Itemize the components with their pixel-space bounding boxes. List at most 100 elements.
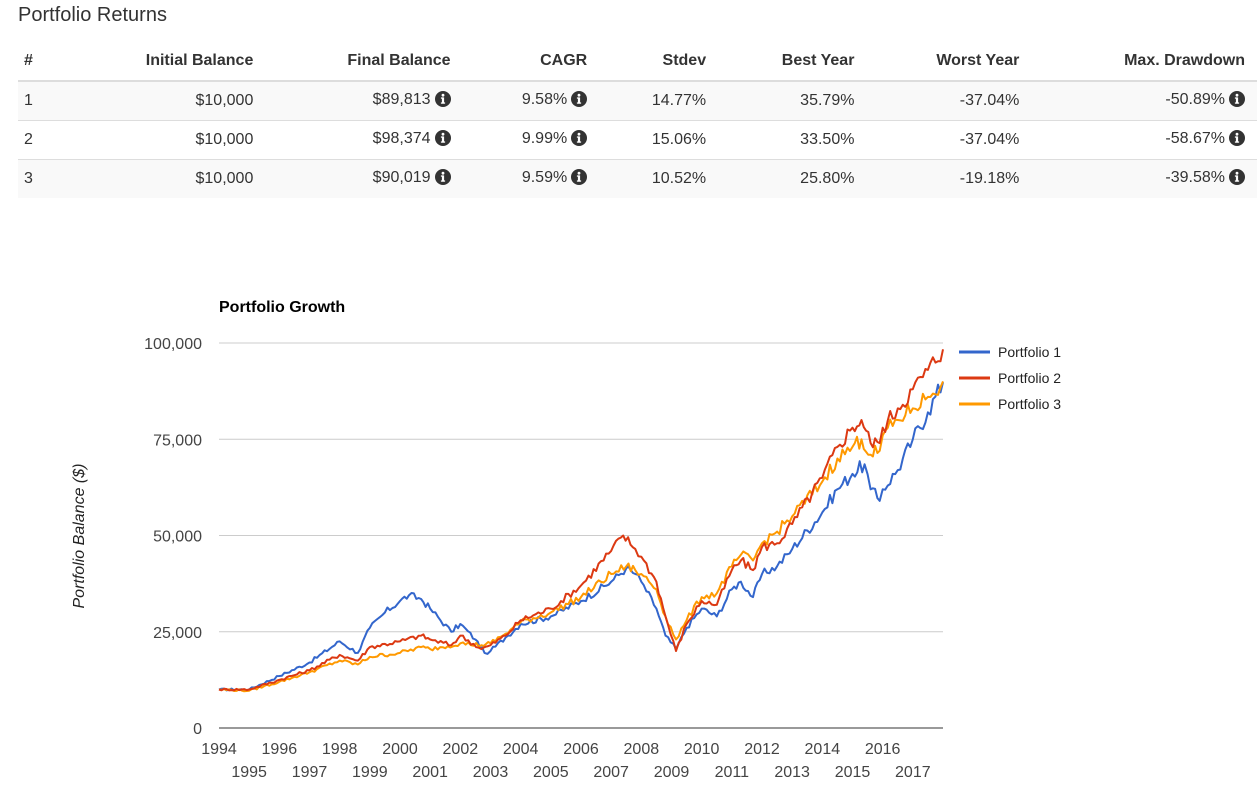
cell-cagr: 9.59% (462, 159, 600, 198)
cell-value: $10,000 (195, 131, 254, 148)
cell-value: $90,019 (372, 168, 431, 186)
cell-value: 25.80% (800, 170, 855, 187)
info-circle-icon[interactable] (1229, 168, 1245, 190)
x-tick-label: 2004 (503, 741, 539, 758)
cell-value: 9.99% (521, 129, 568, 147)
cell-best-year: 33.50% (718, 120, 867, 160)
cell-number: 2 (18, 120, 62, 160)
cell-number: 3 (18, 159, 62, 198)
x-tick-label: 2010 (684, 741, 720, 758)
x-tick-label: 1998 (322, 741, 358, 758)
y-axis-label: Portfolio Balance ($) (71, 464, 88, 609)
table-row: 2 $10,000 $98,374 9.99% 15.06% 33.50% -37.04% -… (18, 120, 1257, 160)
table-row: 3 $10,000 $90,019 9.59% 10.52% 25.80% -19.18% -… (18, 159, 1257, 198)
cell-value: 2 (24, 131, 33, 148)
x-tick-label: 2003 (473, 764, 509, 781)
x-tick-label: 1997 (292, 764, 328, 781)
cell-value: -37.04% (959, 92, 1020, 109)
series-line-portfolio-1 (218, 381, 944, 692)
x-tick-label: 2015 (835, 764, 871, 781)
cell-value: $89,813 (372, 90, 431, 108)
x-tick-label: 2017 (895, 764, 931, 781)
cell-value: $10,000 (195, 92, 254, 109)
y-tick-label: 0 (193, 721, 202, 738)
cell-worst-year: -37.04% (866, 80, 1032, 121)
info-circle-icon[interactable] (434, 90, 451, 112)
legend-label[interactable]: Portfolio 3 (998, 396, 1061, 412)
cell-value: $10,000 (195, 170, 254, 187)
info-circle-icon[interactable] (571, 90, 588, 112)
x-tick-label: 2009 (654, 764, 690, 781)
x-tick-label: 1999 (352, 764, 388, 781)
section-title: Portfolio Returns (18, 4, 167, 26)
info-circle-icon[interactable] (434, 168, 451, 190)
x-tick-label: 2014 (805, 741, 841, 758)
cell-final-balance: $89,813 (265, 80, 463, 121)
header-stdev: Stdev (599, 42, 719, 82)
cell-initial-balance: $10,000 (61, 120, 266, 160)
header-final-balance: Final Balance (265, 42, 463, 82)
cell-stdev: 15.06% (599, 120, 719, 160)
x-tick-label: 2011 (715, 764, 750, 781)
cell-value: 14.77% (651, 92, 707, 109)
header-number: # (18, 42, 62, 82)
cell-worst-year: -37.04% (866, 120, 1032, 160)
portfolio-returns-table: # Initial Balance Final Balance CAGR Std… (18, 42, 1257, 198)
x-tick-label: 2002 (443, 741, 479, 758)
y-tick-label: 50,000 (153, 529, 202, 546)
series-line-portfolio-3 (218, 381, 944, 693)
cell-value: 33.50% (800, 131, 855, 148)
cell-initial-balance: $10,000 (61, 80, 266, 121)
cell-value: 3 (24, 170, 33, 187)
cell-stdev: 14.77% (599, 80, 719, 121)
x-tick-label: 1996 (262, 741, 298, 758)
cell-value: -50.89% (1165, 90, 1225, 108)
cell-max-drawdown: -50.89% (1031, 80, 1257, 121)
cell-value: 15.06% (651, 131, 707, 148)
cell-value: 35.79% (800, 92, 855, 109)
cell-number: 1 (18, 80, 62, 121)
x-tick-label: 2008 (624, 741, 660, 758)
chart-title: Portfolio Growth (219, 299, 345, 316)
x-tick-label: 1994 (201, 741, 237, 758)
info-circle-icon[interactable] (1229, 90, 1245, 112)
x-tick-label: 1995 (231, 764, 267, 781)
cell-value: -37.04% (959, 131, 1020, 148)
x-tick-label: 2006 (563, 741, 599, 758)
cell-value: 1 (24, 92, 33, 109)
header-cagr: CAGR (462, 42, 600, 82)
legend-label[interactable]: Portfolio 2 (998, 370, 1061, 386)
y-tick-label: 75,000 (153, 432, 202, 449)
info-circle-icon[interactable] (434, 129, 451, 151)
header-max-drawdown: Max. Drawdown (1031, 42, 1257, 82)
cell-value: 9.58% (521, 90, 568, 108)
cell-value: $98,374 (372, 129, 431, 147)
x-tick-label: 2007 (593, 764, 629, 781)
cell-final-balance: $90,019 (265, 159, 463, 198)
header-best-year: Best Year (718, 42, 867, 82)
cell-cagr: 9.99% (462, 120, 600, 160)
info-circle-icon[interactable] (571, 168, 588, 190)
header-worst-year: Worst Year (866, 42, 1032, 82)
cell-best-year: 25.80% (718, 159, 867, 198)
cell-value: -58.67% (1165, 129, 1225, 147)
y-tick-label: 25,000 (153, 625, 202, 642)
cell-cagr: 9.58% (462, 80, 600, 121)
cell-stdev: 10.52% (599, 159, 719, 198)
legend-label[interactable]: Portfolio 1 (998, 344, 1061, 360)
table-header-row: # Initial Balance Final Balance CAGR Std… (18, 42, 1257, 82)
cell-worst-year: -19.18% (866, 159, 1032, 198)
x-tick-label: 2001 (412, 764, 448, 781)
table-row: 1 $10,000 $89,813 9.58% 14.77% 35.79% -37.04% -… (18, 80, 1257, 121)
header-initial-balance: Initial Balance (61, 42, 266, 82)
cell-final-balance: $98,374 (265, 120, 463, 160)
info-circle-icon[interactable] (1229, 129, 1245, 151)
y-tick-label: 100,000 (144, 336, 202, 353)
x-tick-label: 2013 (774, 764, 810, 781)
cell-max-drawdown: -58.67% (1031, 120, 1257, 160)
info-circle-icon[interactable] (571, 129, 588, 151)
x-tick-label: 2012 (744, 741, 780, 758)
cell-max-drawdown: -39.58% (1031, 159, 1257, 198)
cell-value: 10.52% (651, 170, 707, 187)
